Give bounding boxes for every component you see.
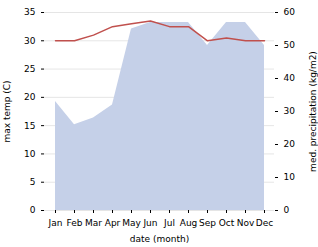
- svg-text:25: 25: [24, 64, 35, 74]
- svg-text:Oct: Oct: [219, 218, 235, 228]
- svg-text:Jan: Jan: [48, 218, 63, 228]
- svg-text:Nov: Nov: [237, 218, 255, 228]
- svg-text:Feb: Feb: [67, 218, 83, 228]
- svg-text:15: 15: [24, 121, 35, 131]
- svg-text:40: 40: [284, 73, 296, 83]
- svg-text:0: 0: [284, 205, 290, 215]
- svg-text:Jul: Jul: [163, 218, 175, 228]
- svg-text:Mar: Mar: [85, 218, 102, 228]
- svg-text:Jun: Jun: [142, 218, 157, 228]
- svg-text:Dec: Dec: [256, 218, 273, 228]
- svg-text:date (month): date (month): [130, 234, 189, 244]
- svg-text:May: May: [122, 218, 141, 228]
- svg-text:5: 5: [30, 177, 36, 187]
- svg-text:20: 20: [24, 92, 36, 102]
- svg-text:Apr: Apr: [105, 218, 121, 228]
- svg-text:10: 10: [284, 172, 296, 182]
- svg-text:30: 30: [284, 106, 296, 116]
- svg-text:20: 20: [284, 139, 296, 149]
- svg-text:30: 30: [24, 36, 36, 46]
- svg-text:35: 35: [24, 7, 35, 17]
- svg-text:60: 60: [284, 7, 296, 17]
- svg-text:max temp (C): max temp (C): [2, 80, 12, 142]
- svg-text:Sep: Sep: [199, 218, 216, 228]
- svg-text:Aug: Aug: [180, 218, 198, 228]
- svg-text:0: 0: [30, 205, 36, 215]
- svg-text:10: 10: [24, 149, 36, 159]
- svg-text:med. precipitation (kg/m2): med. precipitation (kg/m2): [308, 51, 318, 172]
- svg-text:50: 50: [284, 40, 296, 50]
